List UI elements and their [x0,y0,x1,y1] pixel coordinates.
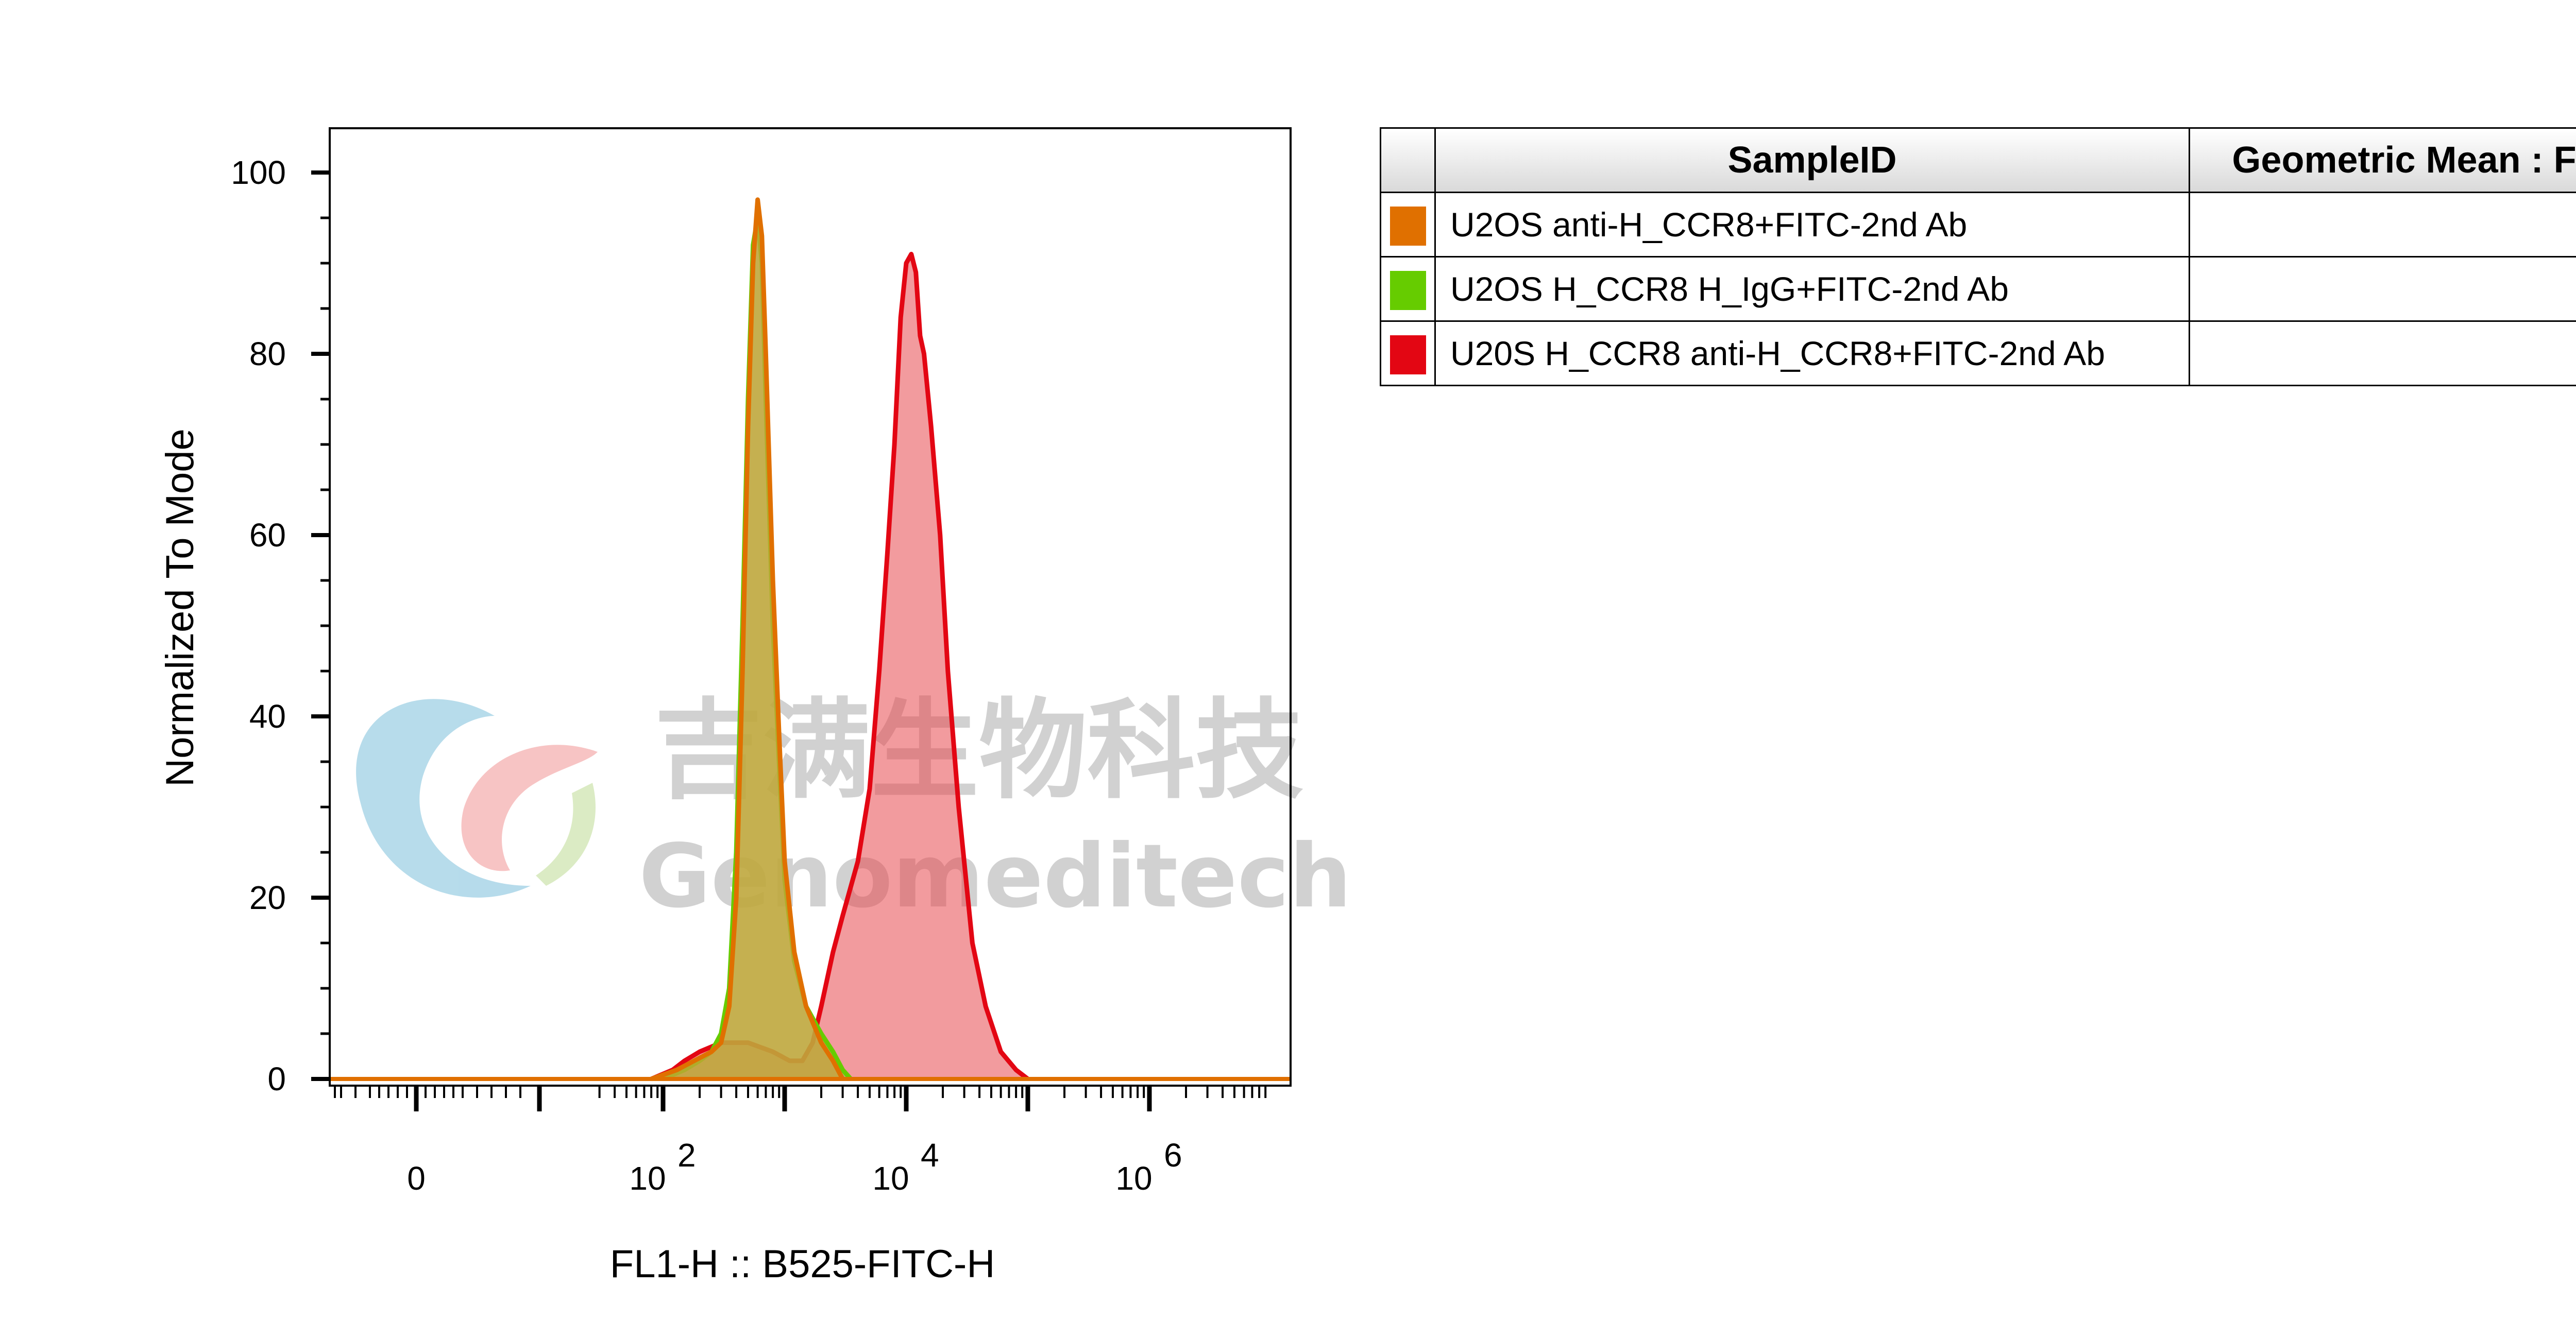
x-tick-label: 0 [407,1160,426,1197]
y-tick-label: 40 [249,698,286,735]
geometric-mean-cell: 763 [2189,192,2576,258]
x-tick-label: 10 [872,1160,909,1197]
header-geometric-mean: Geometric Mean : FL1-H [2189,127,2576,193]
y-tick-label: 80 [249,335,286,372]
series-fill-2 [651,199,843,1079]
sample-id-cell: U2OS H_CCR8 H_IgG+FITC-2nd Ab [1434,256,2190,322]
y-axis-title: Normalized To Mode [158,428,202,787]
table-row: U2OS H_CCR8 H_IgG+FITC-2nd Ab 725 [1380,256,2576,322]
series-fill-0 [651,254,1028,1079]
y-tick-label: 0 [267,1060,286,1097]
table-row: U20S H_CCR8 anti-H_CCR8+FITC-2nd Ab 1068… [1380,320,2576,386]
sample-id-cell: U20S H_CCR8 anti-H_CCR8+FITC-2nd Ab [1434,320,2190,386]
y-tick-label: 60 [249,517,286,554]
header-swatch-cell [1380,127,1436,193]
legend-swatch-orange [1389,206,1426,246]
header-sampleid: SampleID [1434,127,2190,193]
table-row: U2OS anti-H_CCR8+FITC-2nd Ab 763 [1380,192,2576,258]
plot-frame [329,127,1292,1087]
geometric-mean-cell: 10685 [2189,320,2576,386]
y-tick-label: 100 [231,154,286,191]
table-header-row: SampleID Geometric Mean : FL1-H [1380,127,2576,193]
legend-swatch-red [1389,335,1426,374]
x-tick-exponent: 6 [1164,1137,1182,1174]
x-tick-label: 10 [1115,1160,1152,1197]
x-tick-exponent: 4 [921,1137,939,1174]
geometric-mean-cell: 725 [2189,256,2576,322]
statistics-table: SampleID Geometric Mean : FL1-H U2OS ant… [1380,127,2576,386]
x-tick-label: 10 [629,1160,666,1197]
x-tick-exponent: 2 [677,1137,696,1174]
x-axis-title: FL1-H :: B525-FITC-H [610,1242,995,1286]
legend-swatch-green [1389,270,1426,310]
sample-id-cell: U2OS anti-H_CCR8+FITC-2nd Ab [1434,192,2190,258]
y-tick-label: 20 [249,879,286,916]
series-line-2 [650,197,845,1082]
watermark-logo-icon [356,699,598,898]
